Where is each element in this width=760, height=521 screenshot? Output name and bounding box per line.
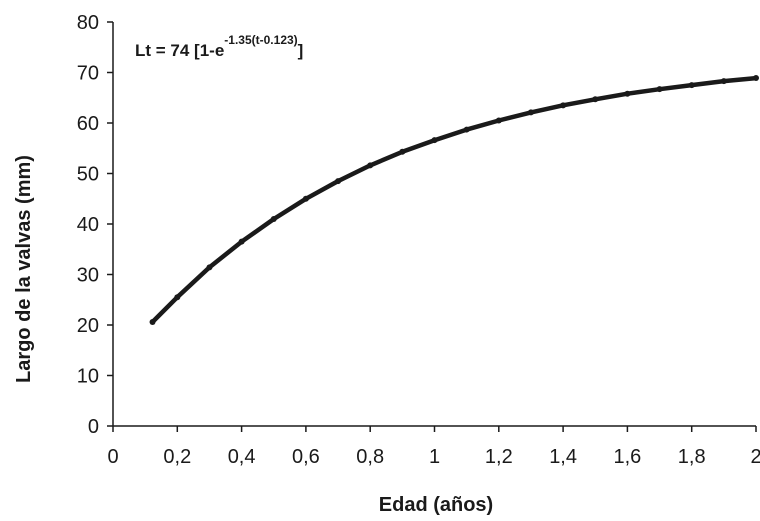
y-tick-label: 60 [77, 113, 99, 135]
data-point [431, 137, 438, 144]
y-tick-label: 20 [77, 315, 99, 337]
data-point [149, 318, 156, 325]
x-axis-title: Edad (años) [379, 494, 493, 516]
y-tick-label: 0 [88, 416, 99, 438]
data-point [688, 82, 695, 89]
data-point [174, 294, 181, 301]
data-point [238, 238, 245, 245]
series-line [150, 75, 759, 325]
data-point [495, 117, 502, 124]
data-point [592, 96, 599, 103]
y-tick-label: 30 [77, 265, 99, 287]
data-point [270, 215, 277, 222]
y-tick-label: 40 [77, 214, 99, 236]
y-tick-label: 50 [77, 164, 99, 186]
data-point [302, 195, 309, 202]
x-tick-label: 0,6 [292, 446, 320, 468]
x-tick-label: 0,4 [228, 446, 256, 468]
data-point [753, 75, 759, 82]
data-point [399, 148, 406, 155]
data-point [560, 102, 567, 109]
equation-annotation: Lt = 74 [1-e-1.35(t-0.123)] [135, 33, 303, 60]
x-axis: 0 0,2 0,4 0,6 0,8 1 1,2 1,4 1,6 1,8 2 [107, 425, 760, 468]
plot-area [149, 75, 759, 325]
data-point [656, 86, 663, 93]
equation-close: ] [298, 41, 304, 60]
data-point [720, 78, 727, 85]
x-tick-label: 0,8 [356, 446, 384, 468]
y-axis: 0 10 20 30 40 50 60 70 80 [77, 12, 114, 438]
data-point [527, 109, 534, 116]
data-point [335, 178, 342, 185]
x-tick-label: 1,2 [485, 446, 513, 468]
data-point [206, 264, 213, 271]
y-tick-label: 70 [77, 63, 99, 85]
data-point [367, 162, 374, 169]
x-tick-label: 0 [107, 446, 118, 468]
y-tick-label: 80 [77, 12, 99, 34]
x-tick-label: 1,6 [613, 446, 641, 468]
data-point [463, 126, 470, 133]
x-tick-label: 1,8 [678, 446, 706, 468]
x-tick-label: 1 [429, 446, 440, 468]
equation-exponent: -1.35(t-0.123) [224, 33, 297, 47]
equation-base: Lt = 74 [1-e [135, 41, 224, 60]
y-axis-title: Largo de la valvas (mm) [13, 155, 35, 383]
x-tick-label: 2 [750, 446, 760, 468]
x-tick-label: 0,2 [163, 446, 191, 468]
x-tick-label: 1,4 [549, 446, 577, 468]
data-point [624, 90, 631, 97]
y-tick-label: 10 [77, 366, 99, 388]
